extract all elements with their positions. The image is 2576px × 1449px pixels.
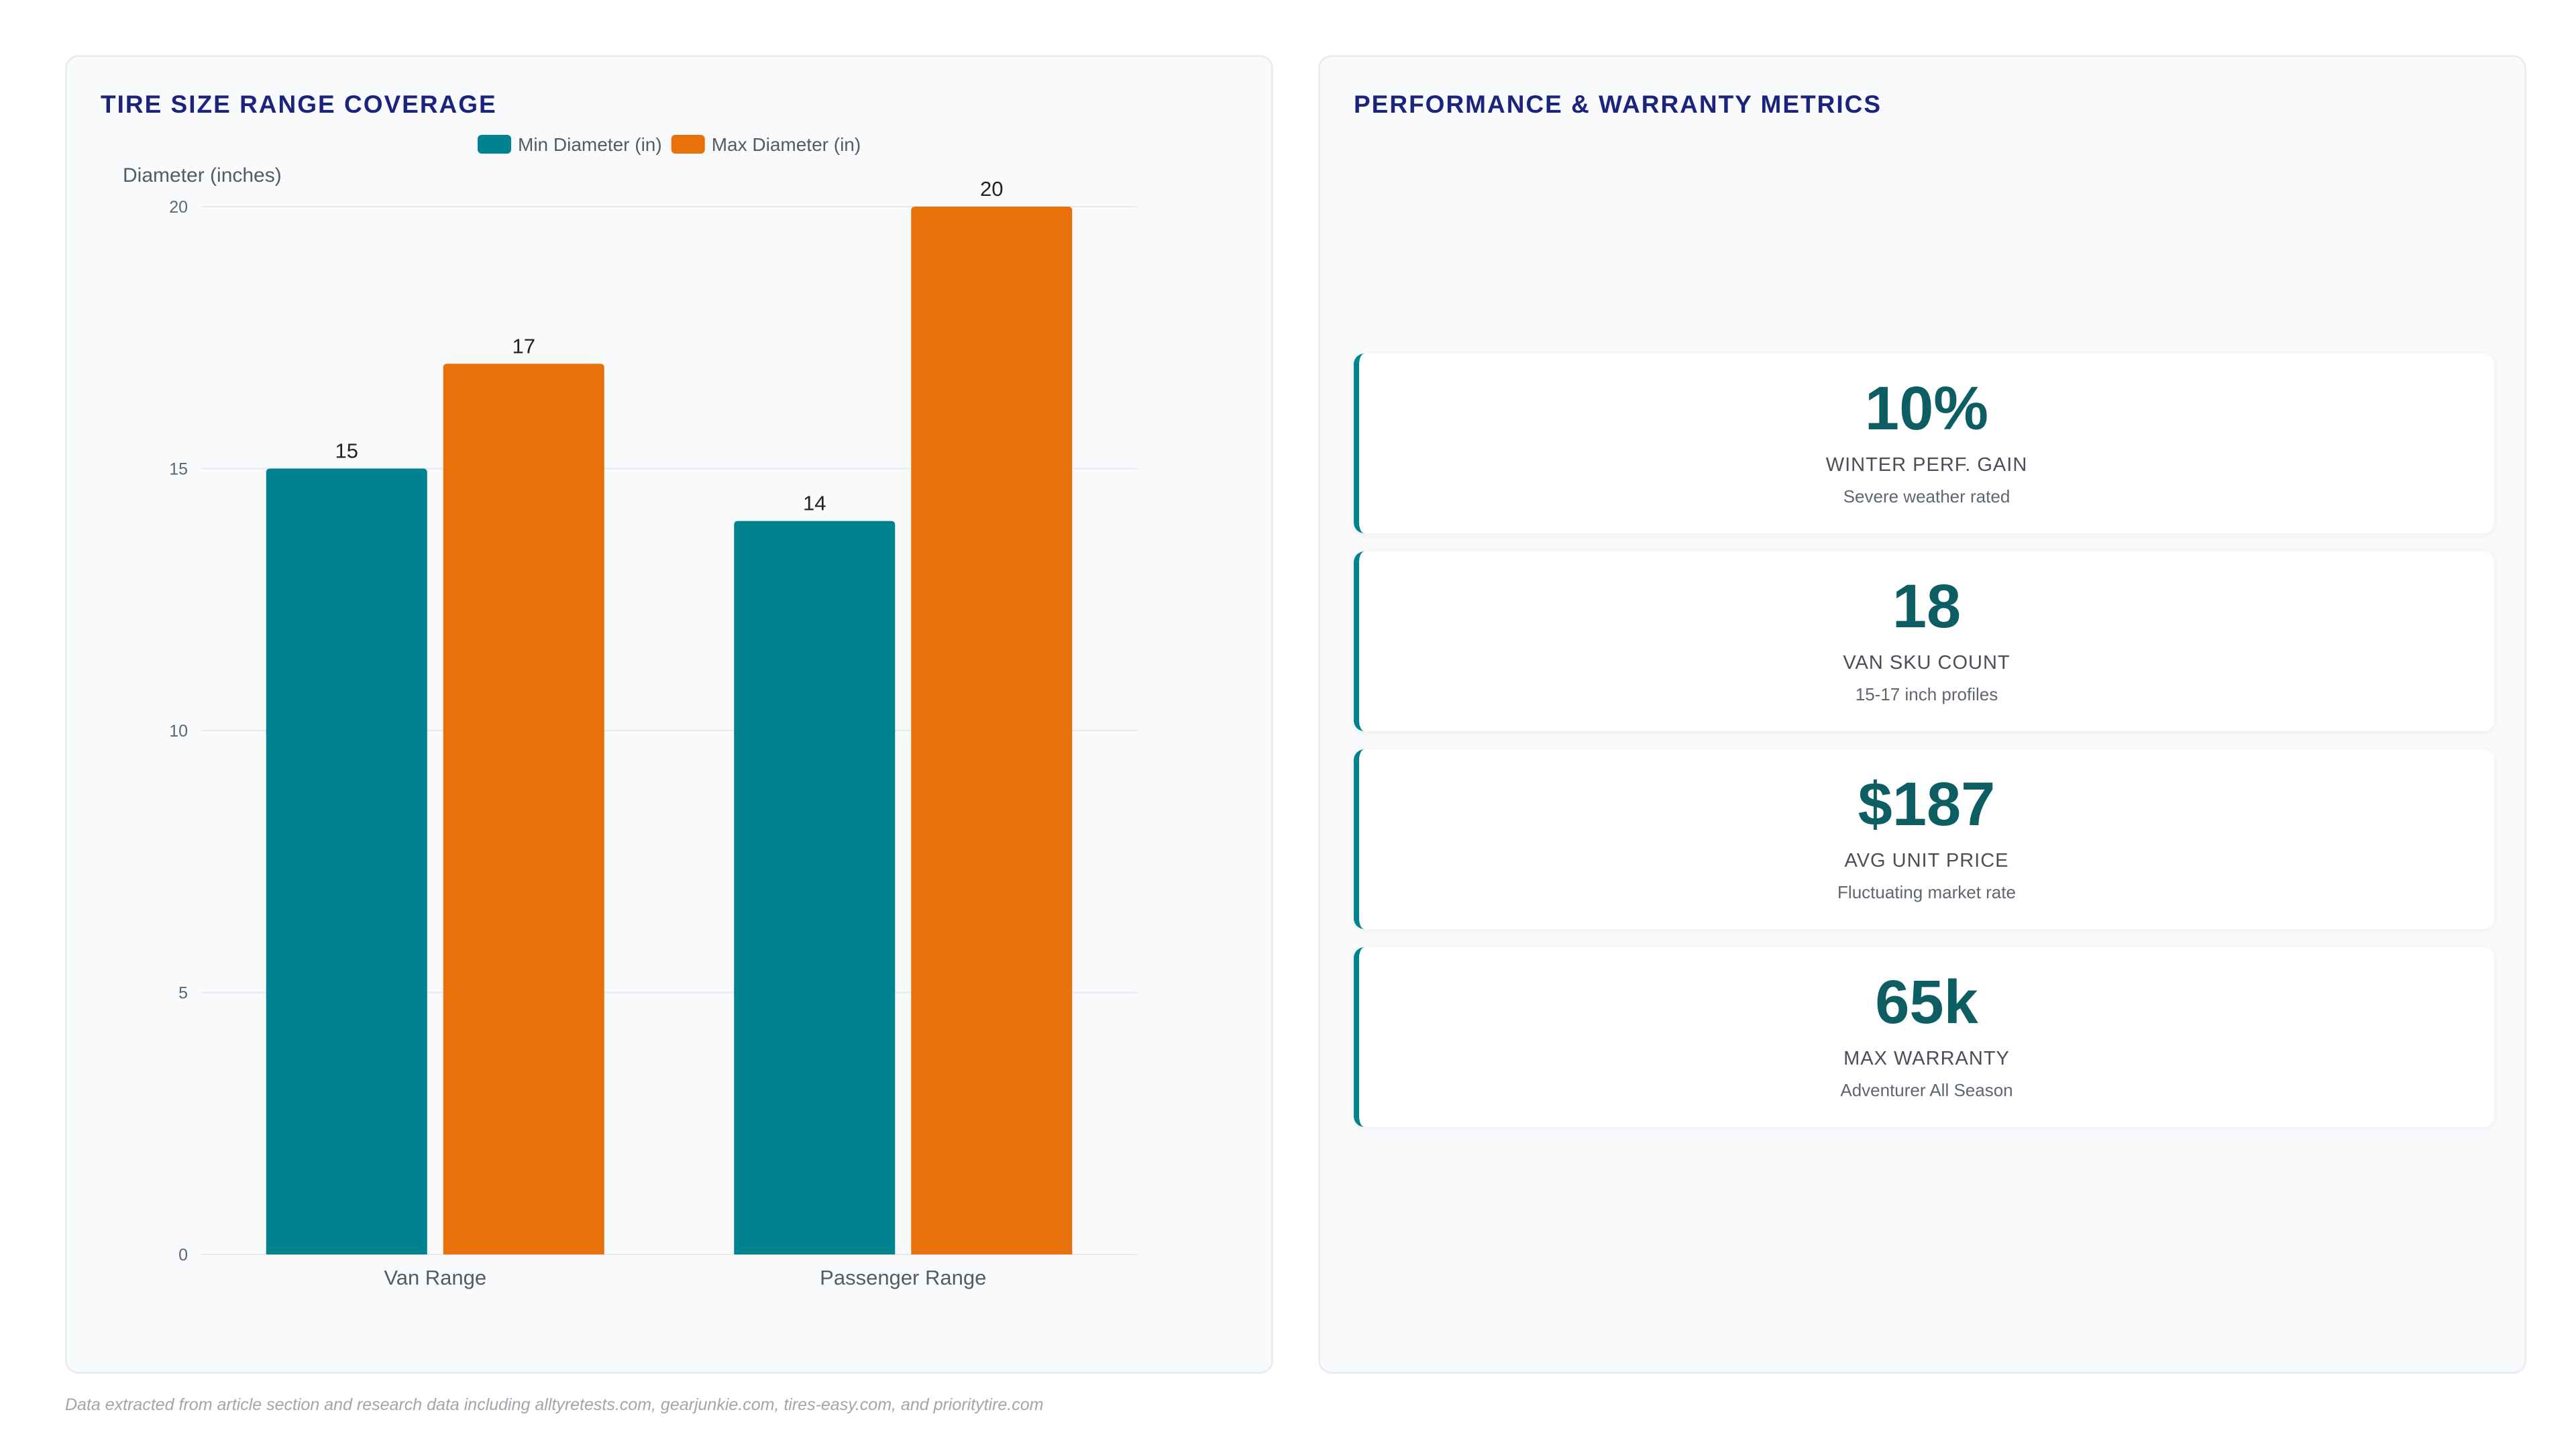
- y-tick-label: 10: [169, 722, 188, 741]
- y-axis: 0 5 10 15 20: [169, 198, 188, 1265]
- bar-value-label: 20: [980, 177, 1003, 201]
- kpi-card-winter-perf: 10% WINTER PERF. GAIN Severe weather rat…: [1354, 354, 2494, 533]
- legend-swatch: [478, 135, 511, 154]
- kpi-value: 18: [1892, 572, 1962, 641]
- bars: [266, 207, 1073, 1254]
- kpi-card-max-warranty: 65k MAX WARRANTY Adventurer All Season: [1354, 947, 2494, 1127]
- bar[interactable]: [734, 521, 896, 1254]
- metrics-panel-title: PERFORMANCE & WARRANTY METRICS: [1354, 91, 1882, 118]
- legend-label: Min Diameter (in): [518, 134, 662, 155]
- bar-value-label: 15: [335, 439, 358, 463]
- kpi-label: MAX WARRANTY: [1843, 1048, 2010, 1069]
- legend-item[interactable]: Max Diameter (in): [671, 134, 861, 155]
- bar[interactable]: [911, 207, 1073, 1254]
- bar[interactable]: [443, 364, 604, 1254]
- x-axis-categories: Van Range Passenger Range: [384, 1266, 986, 1289]
- x-category-label: Passenger Range: [820, 1266, 986, 1289]
- kpi-label: WINTER PERF. GAIN: [1825, 454, 2028, 476]
- kpi-subtext: 15-17 inch profiles: [1855, 684, 1998, 704]
- y-tick-label: 20: [169, 198, 188, 217]
- y-tick-label: 5: [178, 984, 188, 1003]
- kpi-subtext: Adventurer All Season: [1840, 1080, 2013, 1100]
- metrics-panel: PERFORMANCE & WARRANTY METRICS 10% WINTE…: [1318, 55, 2526, 1374]
- tire-size-chart-panel: TIRE SIZE RANGE COVERAGE 0 5 10 15 20 15 17 14…: [65, 55, 1273, 1374]
- y-axis-label: Diameter (inches): [123, 164, 282, 186]
- source-footnote: Data extracted from article section and …: [65, 1395, 1044, 1414]
- bar-value-label: 14: [803, 492, 826, 515]
- data-labels: 15 17 14 20: [335, 177, 1004, 515]
- kpi-card-van-sku: 18 VAN SKU COUNT 15-17 inch profiles: [1354, 551, 2494, 731]
- kpi-list: 10% WINTER PERF. GAIN Severe weather rat…: [1354, 354, 2494, 1145]
- kpi-label: AVG UNIT PRICE: [1844, 850, 2009, 871]
- y-tick-label: 0: [178, 1246, 188, 1265]
- kpi-label: VAN SKU COUNT: [1843, 652, 2010, 674]
- x-category-label: Van Range: [384, 1266, 486, 1289]
- y-tick-label: 15: [169, 460, 188, 479]
- kpi-card-avg-price: $187 AVG UNIT PRICE Fluctuating market r…: [1354, 749, 2494, 929]
- kpi-value: 65k: [1875, 968, 1978, 1036]
- legend-swatch: [671, 135, 705, 154]
- bar-chart: 0 5 10 15 20 15 17 14 20 Van Range Passenger Ran…: [123, 134, 1137, 1289]
- bar[interactable]: [266, 468, 427, 1255]
- chart-panel-title: TIRE SIZE RANGE COVERAGE: [101, 91, 497, 118]
- legend-item[interactable]: Min Diameter (in): [478, 134, 662, 155]
- kpi-value: 10%: [1864, 374, 1989, 443]
- kpi-subtext: Severe weather rated: [1843, 486, 2010, 506]
- kpi-value: $187: [1858, 770, 1996, 839]
- bar-value-label: 17: [513, 334, 535, 358]
- legend-label: Max Diameter (in): [712, 134, 861, 155]
- kpi-subtext: Fluctuating market rate: [1837, 882, 2016, 902]
- chart-legend[interactable]: Min Diameter (in) Max Diameter (in): [478, 134, 861, 155]
